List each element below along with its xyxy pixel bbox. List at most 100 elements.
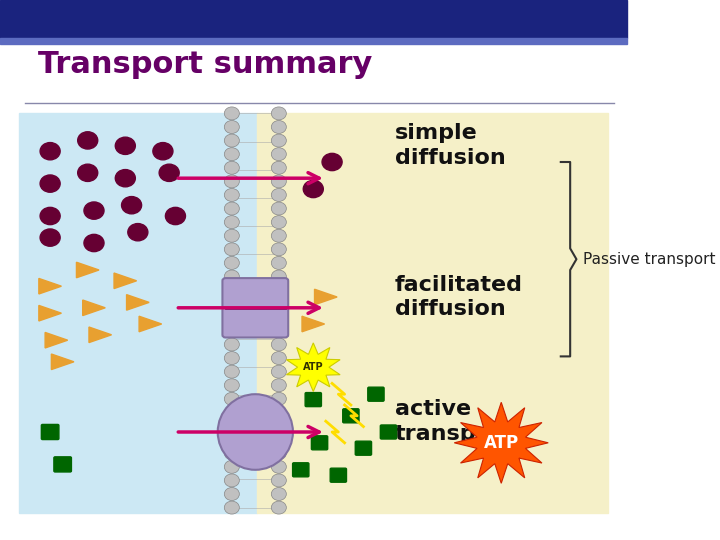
Ellipse shape: [217, 394, 293, 470]
Circle shape: [225, 270, 239, 283]
Circle shape: [271, 447, 287, 460]
Polygon shape: [83, 300, 105, 315]
FancyBboxPatch shape: [222, 278, 288, 338]
Circle shape: [271, 107, 287, 120]
Circle shape: [225, 230, 239, 242]
Circle shape: [128, 224, 148, 241]
Text: facilitated
diffusion: facilitated diffusion: [395, 275, 523, 319]
Circle shape: [40, 175, 60, 192]
Circle shape: [225, 488, 239, 501]
Circle shape: [271, 161, 287, 174]
Circle shape: [225, 379, 239, 392]
Circle shape: [78, 132, 98, 149]
Circle shape: [225, 243, 239, 256]
Circle shape: [271, 148, 287, 161]
Text: Transport summary: Transport summary: [37, 50, 372, 79]
Polygon shape: [39, 279, 61, 294]
Circle shape: [153, 143, 173, 160]
Circle shape: [271, 338, 287, 351]
Polygon shape: [127, 295, 149, 310]
Circle shape: [271, 270, 287, 283]
Circle shape: [271, 297, 287, 310]
Circle shape: [225, 433, 239, 446]
Circle shape: [225, 120, 239, 133]
Circle shape: [271, 501, 287, 514]
Circle shape: [225, 474, 239, 487]
FancyBboxPatch shape: [330, 468, 346, 482]
Circle shape: [271, 311, 287, 324]
Polygon shape: [114, 273, 137, 288]
Circle shape: [225, 460, 239, 473]
Circle shape: [84, 234, 104, 252]
FancyBboxPatch shape: [305, 393, 321, 407]
Polygon shape: [315, 289, 337, 305]
Circle shape: [225, 215, 239, 228]
Circle shape: [271, 325, 287, 338]
Circle shape: [271, 460, 287, 473]
Circle shape: [225, 365, 239, 378]
Circle shape: [225, 447, 239, 460]
Polygon shape: [302, 316, 325, 332]
Circle shape: [84, 202, 104, 219]
Circle shape: [225, 256, 239, 269]
Circle shape: [115, 170, 135, 187]
Text: Passive transport: Passive transport: [582, 252, 715, 267]
Circle shape: [271, 120, 287, 133]
Bar: [19, 113, 257, 513]
Circle shape: [271, 230, 287, 242]
Bar: [0, 38, 626, 44]
FancyBboxPatch shape: [380, 425, 397, 439]
Bar: [0, 0, 626, 38]
Circle shape: [40, 143, 60, 160]
Circle shape: [271, 188, 287, 201]
FancyBboxPatch shape: [312, 436, 328, 450]
FancyBboxPatch shape: [355, 441, 372, 455]
Text: simple
diffusion: simple diffusion: [395, 124, 505, 168]
Circle shape: [225, 107, 239, 120]
Circle shape: [303, 180, 323, 198]
Circle shape: [225, 148, 239, 161]
Circle shape: [225, 393, 239, 406]
Circle shape: [115, 137, 135, 154]
Circle shape: [271, 243, 287, 256]
Circle shape: [225, 284, 239, 296]
Circle shape: [225, 188, 239, 201]
Circle shape: [271, 365, 287, 378]
Circle shape: [271, 420, 287, 433]
Circle shape: [40, 207, 60, 225]
Circle shape: [225, 352, 239, 365]
Polygon shape: [89, 327, 112, 342]
Circle shape: [225, 297, 239, 310]
Circle shape: [271, 406, 287, 419]
Circle shape: [271, 393, 287, 406]
Circle shape: [78, 164, 98, 181]
Circle shape: [225, 501, 239, 514]
Circle shape: [271, 379, 287, 392]
Circle shape: [122, 197, 142, 214]
Circle shape: [271, 284, 287, 296]
Circle shape: [271, 474, 287, 487]
Circle shape: [225, 161, 239, 174]
FancyBboxPatch shape: [54, 457, 71, 472]
Circle shape: [271, 134, 287, 147]
Text: active
transport: active transport: [395, 399, 513, 443]
Circle shape: [225, 134, 239, 147]
Circle shape: [166, 207, 186, 225]
Polygon shape: [45, 333, 68, 348]
Circle shape: [225, 420, 239, 433]
Circle shape: [225, 202, 239, 215]
Circle shape: [322, 153, 342, 171]
Polygon shape: [454, 402, 548, 483]
FancyBboxPatch shape: [368, 387, 384, 401]
Polygon shape: [76, 262, 99, 278]
Circle shape: [225, 311, 239, 324]
Polygon shape: [39, 306, 61, 321]
FancyBboxPatch shape: [343, 409, 359, 423]
Circle shape: [271, 175, 287, 188]
Circle shape: [225, 175, 239, 188]
Circle shape: [271, 256, 287, 269]
Polygon shape: [287, 343, 340, 391]
Text: ATP: ATP: [484, 434, 519, 452]
Circle shape: [271, 215, 287, 228]
Circle shape: [271, 352, 287, 365]
